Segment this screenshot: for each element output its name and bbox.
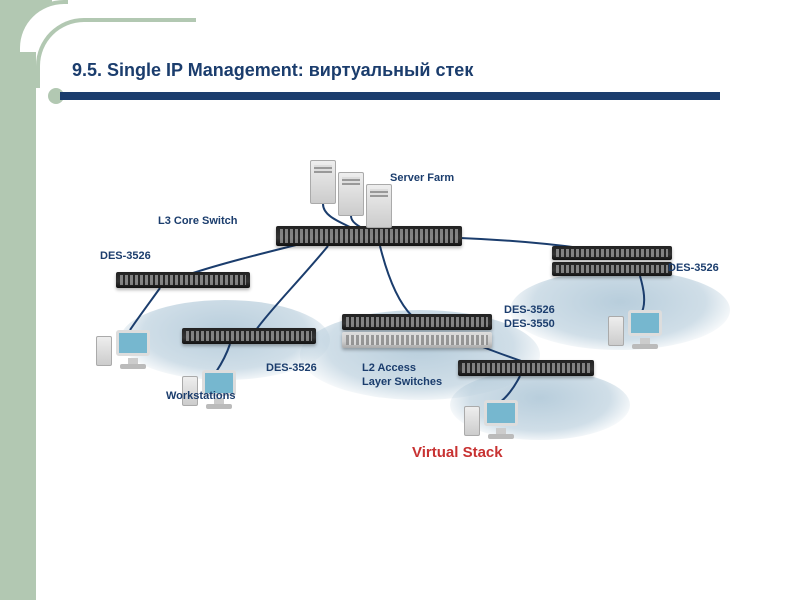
switch-sw_ml [182, 328, 316, 344]
workstation-pc_tl [114, 330, 154, 372]
label-l2-access-1: L2 Access [362, 362, 416, 374]
network-diagram: Server Farm L3 Core Switch DES-3526 DES-352… [80, 150, 740, 530]
label-des3550-r2: DES-3550 [504, 318, 555, 330]
label-des3526-r1: DES-3526 [504, 304, 555, 316]
label-virtual-stack: Virtual Stack [412, 444, 503, 461]
server-srv2 [338, 172, 364, 216]
workstation-pc_far [626, 310, 666, 352]
server-srv3 [366, 184, 392, 228]
label-l2-access-2: Layer Switches [362, 376, 442, 388]
label-des3526-tl: DES-3526 [100, 250, 151, 262]
cable [380, 246, 412, 316]
switch-sw_r [458, 360, 594, 376]
slide-corner-accent [0, 0, 52, 40]
workstation-pc_r [482, 400, 522, 442]
switch-sw_tl [116, 272, 250, 288]
switch-sw_far2 [552, 262, 672, 276]
slide-title: 9.5. Single IP Management: виртуальный с… [72, 60, 473, 81]
slide-accent-bar [0, 0, 36, 600]
switch-sw_c2 [342, 332, 492, 348]
label-des3526-far: DES-3526 [668, 262, 719, 274]
label-workstations: Workstations [166, 390, 235, 402]
label-des3526-ml: DES-3526 [266, 362, 317, 374]
switch-core [276, 226, 462, 246]
cable [190, 244, 300, 274]
server-srv1 [310, 160, 336, 204]
switch-sw_far1 [552, 246, 672, 260]
label-l3-core: L3 Core Switch [158, 215, 237, 227]
switch-sw_c1 [342, 314, 492, 330]
label-server-farm: Server Farm [390, 172, 454, 184]
title-underline [60, 92, 720, 100]
